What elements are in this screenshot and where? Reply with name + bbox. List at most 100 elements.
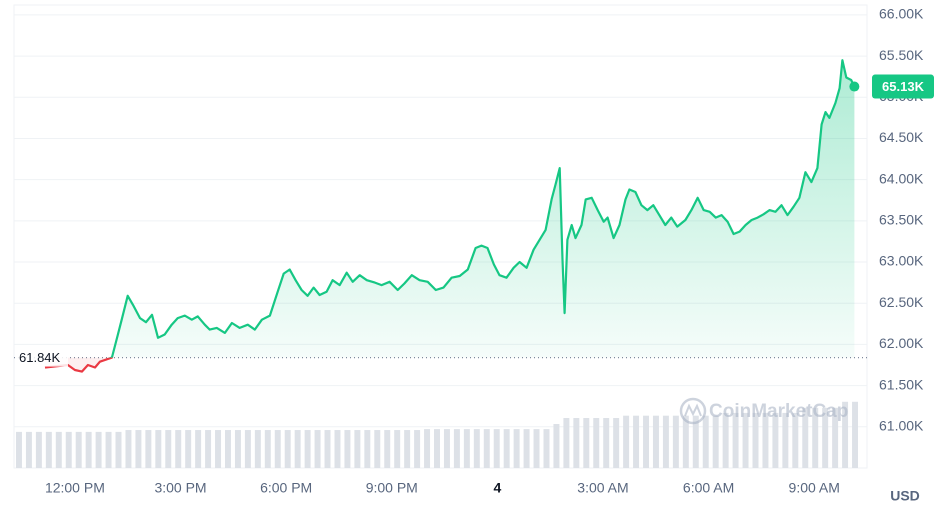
last-price-label: 65.13K [882,79,925,94]
volume-bar [145,430,152,468]
volume-bar [195,430,202,468]
volume-bar [374,430,381,468]
volume-bar [613,417,620,468]
watermark-logo [679,397,707,425]
x-tick-label: 6:00 PM [260,480,312,496]
volume-bar [95,431,102,468]
volume-bar [55,431,62,468]
volume-bar [463,429,470,468]
volume-bar [553,424,560,468]
volume-bar [105,431,112,468]
line-up [108,59,856,358]
volume-bars [15,401,859,468]
volume-bar [25,431,32,468]
y-tick-label: 64.50K [879,129,924,145]
y-tick-label: 63.00K [879,253,924,269]
volume-bar [822,407,829,468]
volume-bar [603,417,610,468]
y-tick-label: 66.00K [879,6,924,22]
volume-bar [294,430,301,468]
volume-bar [45,431,52,468]
x-tick-label: 6:00 AM [683,480,734,496]
volume-bar [453,429,460,468]
volume-bar [652,415,659,468]
y-tick-label: 64.00K [879,170,924,186]
volume-bar [205,430,212,468]
volume-bar [533,429,540,468]
volume-bar [742,412,749,468]
volume-bar [244,430,251,468]
volume-bar [692,415,699,468]
y-tick-label: 61.50K [879,376,924,392]
volume-bar [35,431,42,468]
baseline-label: 61.84K [19,350,61,365]
volume-bar [543,429,550,468]
x-tick-label: 9:00 PM [366,480,418,496]
price-line [44,59,860,373]
volume-bar [662,415,669,468]
y-tick-label: 63.50K [879,212,924,228]
volume-bar [175,430,182,468]
grid [14,14,867,428]
volume-bar [125,430,132,468]
volume-bar [702,415,709,468]
volume-bar [782,412,789,468]
last-price-badge [872,74,934,99]
baseline-label-bg [16,347,68,367]
volume-bar [682,415,689,468]
x-tick-label: 3:00 AM [577,480,628,496]
volume-bar [513,429,520,468]
volume-bar [792,412,799,468]
volume-bar [573,417,580,468]
volume-bar [284,430,291,468]
volume-bar [394,430,401,468]
plot-frame [13,4,868,469]
volume-bar [563,417,570,468]
volume-bar [483,429,490,468]
x-tick-label: 9:00 AM [789,480,840,496]
volume-bar [623,415,630,468]
volume-bar [434,429,440,468]
volume-bar [15,431,22,468]
volume-bar [65,431,72,468]
volume-bar [254,430,261,468]
volume-bar [493,429,500,468]
currency-label: USD [890,488,920,504]
volume-bar [832,407,839,468]
volume-bar [593,417,600,468]
volume-bar [264,430,271,468]
volume-bar [324,430,331,468]
volume-bar [473,429,480,468]
volume-bar [334,430,341,468]
volume-bar [234,430,241,468]
volume-bar [722,412,729,468]
volume-bar [633,415,640,468]
volume-bar [443,429,450,468]
volume-bar [523,429,530,468]
y-tick-label: 62.00K [879,335,924,351]
volume-bar [414,430,421,468]
volume-bar [165,430,172,468]
x-tick-label: 4 [493,480,501,496]
volume-bar [812,407,819,468]
volume-bar [225,430,231,468]
volume-bar [712,415,719,468]
volume-bar [583,417,590,468]
volume-bar [75,431,82,468]
volume-bar [384,430,391,468]
watermark-text: CoinMarketCap [709,401,848,422]
y-tick-label: 62.50K [879,294,924,310]
x-tick-label: 12:00 PM [45,480,105,496]
watermark: CoinMarketCap [679,397,848,425]
volume-bar [135,430,142,468]
area-up [111,60,855,358]
watermark-logo-mark [684,403,702,417]
volume-bar [314,430,321,468]
volume-bar [762,412,769,468]
volume-bar [732,412,739,468]
volume-bar [643,415,649,468]
volume-bar [115,431,122,468]
volume-bar [842,401,849,468]
volume-bar [344,430,351,468]
